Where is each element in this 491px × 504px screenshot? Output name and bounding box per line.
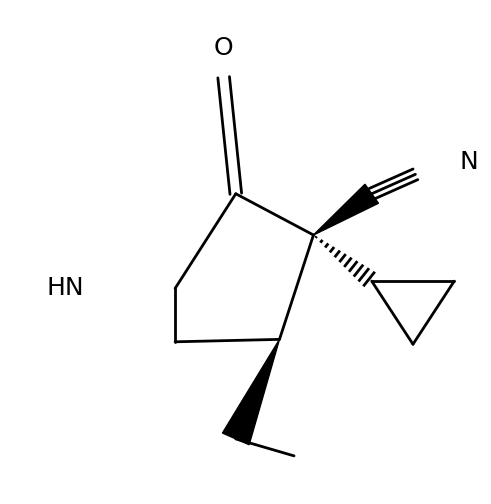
Polygon shape (222, 339, 279, 445)
Polygon shape (313, 184, 379, 235)
Text: O: O (214, 36, 233, 60)
Text: HN: HN (47, 276, 84, 300)
Text: N: N (459, 150, 478, 174)
